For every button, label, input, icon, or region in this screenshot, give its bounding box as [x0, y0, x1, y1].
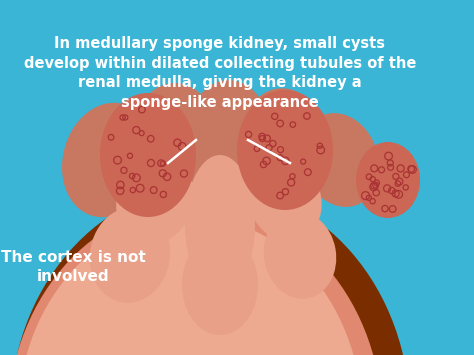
- Ellipse shape: [62, 103, 154, 217]
- Ellipse shape: [18, 216, 363, 355]
- Ellipse shape: [10, 185, 410, 355]
- Ellipse shape: [248, 159, 322, 241]
- Ellipse shape: [264, 211, 336, 299]
- Ellipse shape: [8, 204, 383, 355]
- Ellipse shape: [133, 83, 217, 187]
- Ellipse shape: [185, 155, 255, 295]
- Ellipse shape: [116, 156, 194, 244]
- Ellipse shape: [243, 88, 328, 192]
- Ellipse shape: [90, 207, 170, 303]
- Ellipse shape: [182, 235, 258, 335]
- Ellipse shape: [356, 142, 420, 218]
- Ellipse shape: [301, 113, 379, 207]
- Ellipse shape: [237, 90, 333, 210]
- Text: In medullary sponge kidney, small cysts
develop within dilated collecting tubule: In medullary sponge kidney, small cysts …: [24, 36, 416, 110]
- Ellipse shape: [190, 80, 270, 180]
- Ellipse shape: [100, 93, 196, 217]
- Text: The cortex is not
involved: The cortex is not involved: [0, 250, 146, 284]
